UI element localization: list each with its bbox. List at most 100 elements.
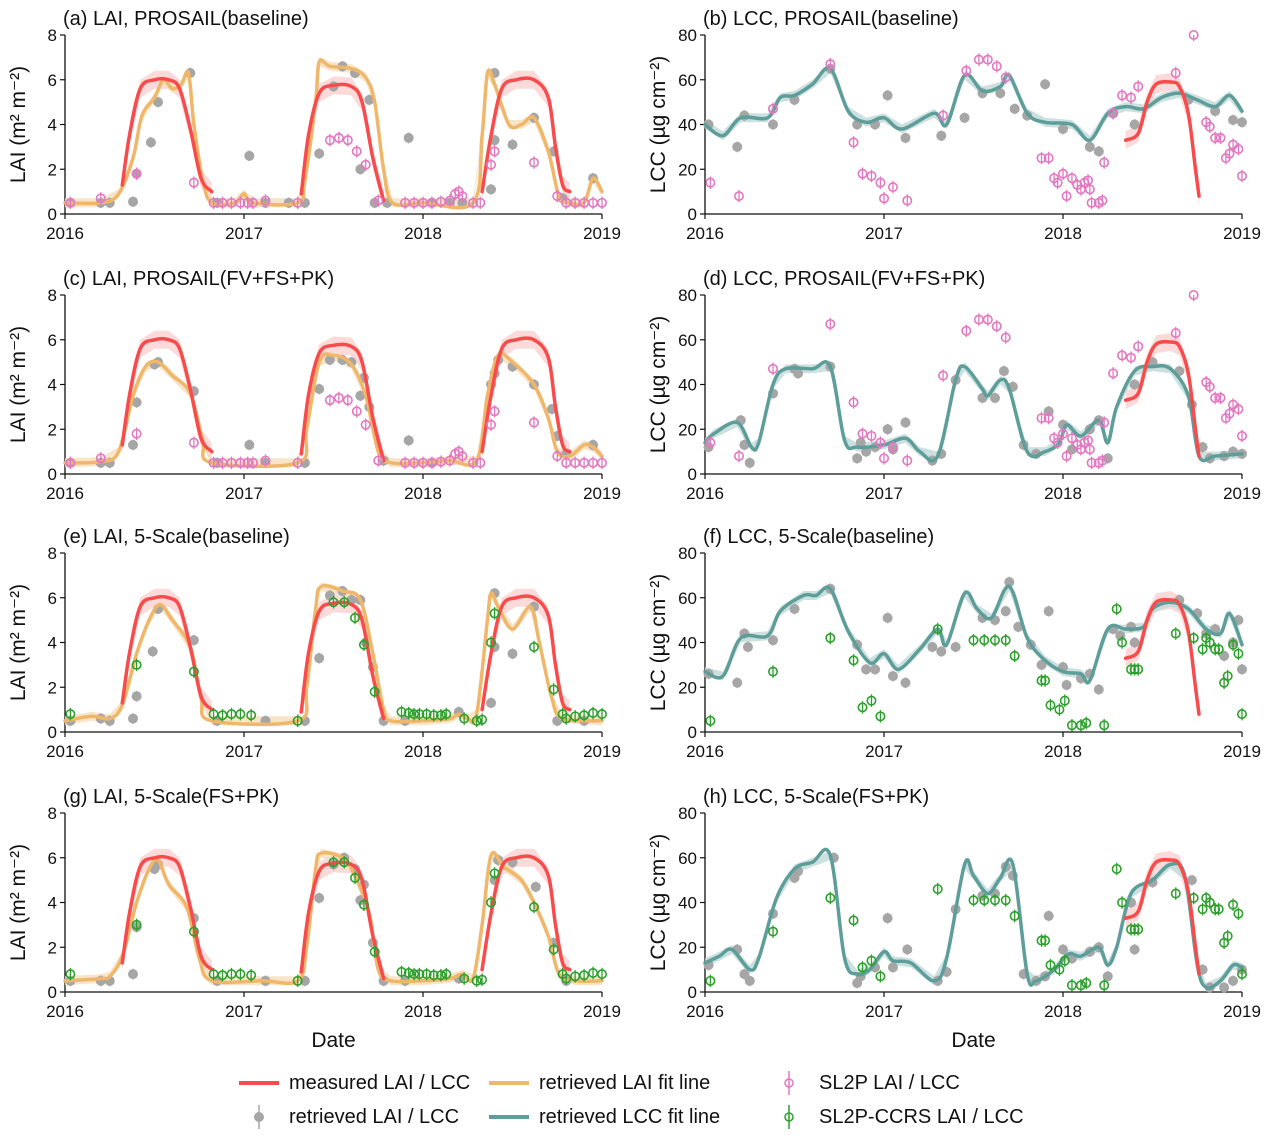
sl2p-point bbox=[65, 457, 76, 468]
sl2p-ccrs-point bbox=[1075, 720, 1086, 731]
retrieved-point bbox=[861, 446, 872, 457]
sl2p-ccrs-point bbox=[1075, 980, 1086, 991]
retrieved-point bbox=[852, 453, 863, 464]
sl2p-point bbox=[95, 453, 106, 464]
legend-label: retrieved LAI / LCC bbox=[289, 1105, 460, 1128]
measured-line bbox=[480, 854, 572, 972]
sl2p-point bbox=[444, 195, 455, 206]
measured-uncertainty-band bbox=[482, 70, 570, 201]
x-tick-label: 2017 bbox=[225, 484, 263, 503]
sl2p-ccrs-point bbox=[1133, 664, 1144, 675]
sl2p-ccrs-point bbox=[1054, 704, 1065, 715]
y-tick-label: 0 bbox=[688, 205, 697, 224]
lcc-fit-line bbox=[703, 66, 1244, 142]
sl2p-ccrs-point bbox=[768, 926, 779, 937]
y-axis-label: LCC (µg cm⁻²) bbox=[647, 834, 670, 972]
retrieved-point bbox=[507, 648, 518, 659]
retrieved-point bbox=[989, 392, 1000, 403]
sl2p-ccrs-point bbox=[1000, 895, 1011, 906]
legend-item-sl2p: SL2P LAI / LCC bbox=[765, 1068, 960, 1098]
sl2p-point bbox=[1061, 451, 1072, 462]
x-tick-label: 2018 bbox=[1044, 1002, 1082, 1021]
retrieved-point bbox=[1058, 944, 1068, 955]
measured-line bbox=[120, 854, 214, 972]
sl2p-ccrs-point bbox=[403, 967, 414, 978]
sl2p-point bbox=[65, 197, 76, 208]
retrieved-point bbox=[861, 664, 872, 675]
sl2p-ccrs-point bbox=[596, 709, 607, 720]
legend-item-lcc-fit: retrieved LCC fit line bbox=[485, 1102, 720, 1132]
sl2p-ccrs-point bbox=[409, 969, 420, 980]
sl2p-ccrs-point bbox=[579, 970, 590, 981]
sl2p-ccrs-point bbox=[979, 635, 990, 646]
retrieved-point bbox=[530, 881, 541, 892]
sl2p-ccrs-point bbox=[489, 868, 500, 879]
legend-label: SL2P LAI / LCC bbox=[819, 1071, 960, 1094]
y-tick-label: 60 bbox=[678, 589, 697, 608]
retrieved-point bbox=[1197, 442, 1208, 453]
retrieved-point bbox=[1102, 453, 1113, 464]
y-tick-label: 0 bbox=[688, 723, 697, 742]
sl2p-ccrs-point bbox=[246, 710, 257, 721]
retrieved-point bbox=[1129, 119, 1140, 130]
fit-uncertainty-band bbox=[65, 350, 602, 468]
legend-label: SL2P-CCRS LAI / LCC bbox=[819, 1105, 1024, 1128]
sl2p-point bbox=[878, 453, 889, 464]
sl2p-point bbox=[1000, 72, 1011, 83]
retrieved-point bbox=[128, 713, 139, 724]
sl2p-ccrs-point bbox=[403, 707, 414, 718]
sl2p-ccrs-point bbox=[968, 635, 979, 646]
measured-line bbox=[120, 76, 214, 194]
sl2p-ccrs-point bbox=[1213, 904, 1224, 915]
measured-line bbox=[120, 336, 214, 454]
sl2p-ccrs-point bbox=[1009, 650, 1020, 661]
y-tick-label: 80 bbox=[678, 26, 697, 45]
sl2p-ccrs-point bbox=[1081, 978, 1092, 989]
retrieved-point bbox=[882, 612, 893, 623]
sl2p-point bbox=[188, 177, 199, 188]
panel-title: (g) LAI, 5-Scale(FS+PK) bbox=[63, 786, 279, 808]
y-tick-label: 0 bbox=[688, 465, 697, 484]
sl2p-ccrs-point bbox=[875, 711, 886, 722]
retrieved-point bbox=[959, 112, 970, 123]
sl2p-point bbox=[342, 135, 353, 146]
sl2p-point bbox=[1126, 92, 1137, 103]
x-tick-label: 2017 bbox=[225, 224, 263, 243]
sl2p-point bbox=[1117, 90, 1128, 101]
sl2p-point bbox=[260, 195, 271, 206]
sl2p-point bbox=[1097, 195, 1108, 206]
retrieved-point bbox=[882, 424, 893, 435]
sl2p-point bbox=[938, 370, 949, 381]
sl2p-point bbox=[982, 54, 993, 65]
sl2p-point bbox=[734, 451, 745, 462]
y-tick-label: 4 bbox=[48, 894, 57, 913]
sl2p-point bbox=[486, 159, 497, 170]
retrieved-point bbox=[131, 397, 142, 408]
y-tick-label: 8 bbox=[48, 286, 57, 305]
lai-fit-line bbox=[63, 58, 604, 210]
sl2p-point bbox=[825, 59, 836, 70]
measured-line bbox=[120, 594, 214, 712]
retrieved-point bbox=[1043, 910, 1054, 921]
legend-point-sl2p-icon bbox=[765, 1068, 811, 1098]
y-tick-label: 0 bbox=[48, 465, 57, 484]
sl2p-point bbox=[489, 146, 500, 157]
sl2p-ccrs-point bbox=[421, 709, 432, 720]
sl2p-ccrs-point bbox=[349, 872, 360, 883]
sl2p-ccrs-point bbox=[235, 969, 246, 980]
retrieved-point bbox=[768, 635, 779, 646]
y-tick-label: 2 bbox=[48, 420, 57, 439]
sl2p-ccrs-point bbox=[471, 715, 482, 726]
measured-line bbox=[299, 860, 386, 981]
sl2p-point bbox=[528, 157, 539, 168]
retrieved-point bbox=[1043, 606, 1054, 617]
sl2p-ccrs-point bbox=[131, 919, 142, 930]
retrieved-point bbox=[128, 439, 139, 450]
sl2p-point bbox=[468, 457, 479, 468]
retrieved-point bbox=[950, 641, 961, 652]
sl2p-point bbox=[373, 455, 384, 466]
x-tick-label: 2017 bbox=[865, 742, 903, 761]
sl2p-ccrs-point bbox=[1111, 863, 1122, 874]
measured-uncertainty-band bbox=[482, 588, 570, 719]
sl2p-ccrs-point bbox=[1117, 637, 1128, 648]
